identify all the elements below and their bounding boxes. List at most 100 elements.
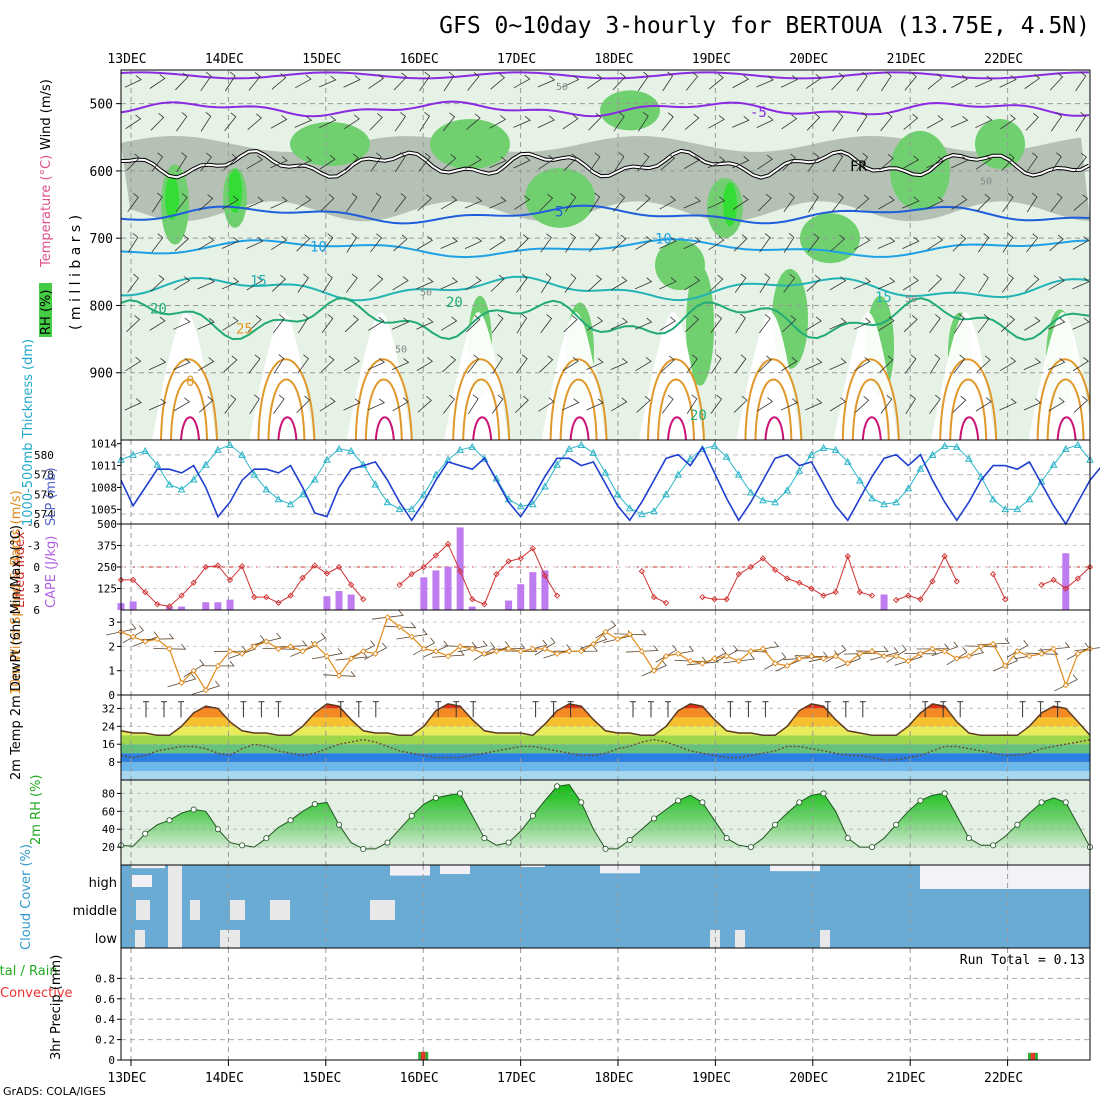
li-point <box>178 592 185 599</box>
thickness-point <box>468 442 477 450</box>
wind-speed-point <box>553 650 561 657</box>
thickness-point <box>710 441 719 449</box>
li-point <box>747 563 754 571</box>
contour-label: 50 <box>905 294 917 305</box>
wind-barb <box>782 315 797 333</box>
li-point <box>481 601 488 608</box>
wind-barb <box>610 317 628 330</box>
li-point <box>517 555 524 562</box>
wind-barb <box>975 115 993 129</box>
wind-barb <box>783 233 795 253</box>
wind-barb <box>396 629 428 640</box>
wind-speed-point <box>626 631 633 638</box>
wind-speed-point <box>517 648 524 655</box>
wind-barb <box>1073 194 1089 211</box>
li-point <box>989 571 997 578</box>
thickness-point <box>371 480 380 488</box>
wind-barb <box>491 314 504 334</box>
wind-barb <box>270 196 288 209</box>
wind-barb <box>200 152 212 172</box>
cape-bar <box>178 606 186 610</box>
date-axis-bottom: 13DEC 14DEC 15DEC 16DEC 17DEC 18DEC 19DEC 20DEC… <box>107 1060 1023 1086</box>
thickness-point <box>153 460 162 468</box>
thickness-point <box>747 488 755 496</box>
footer-credit: GrADS: COLA/IGES <box>3 1085 106 1098</box>
date-tick-bottom: 18DEC <box>594 1071 633 1086</box>
wind-barb <box>1026 192 1038 213</box>
li-point <box>1062 585 1069 592</box>
wind-barb <box>655 644 678 663</box>
wind-speed-point <box>493 648 500 655</box>
wind-barb <box>638 111 649 132</box>
wind-barb <box>247 315 262 333</box>
wind-barb <box>877 237 896 249</box>
wind-barb <box>466 315 481 333</box>
rh-point <box>941 790 948 797</box>
wind-barb <box>735 313 746 334</box>
thickness-point <box>238 450 246 458</box>
wind-barb <box>198 194 214 211</box>
li-point <box>1086 563 1094 571</box>
wind-barb <box>466 113 481 130</box>
wind-barb <box>367 398 386 411</box>
thickness-point <box>831 445 840 453</box>
wind-barb <box>782 153 796 171</box>
temp-band <box>121 735 1090 745</box>
rh-moist-patch <box>975 119 1025 169</box>
thickness-point <box>286 500 295 508</box>
rh-color-key <box>39 283 52 337</box>
li-point <box>287 592 294 599</box>
wind-barb <box>465 155 482 169</box>
wind-speed-point <box>759 645 767 652</box>
thickness-point <box>541 482 549 490</box>
rh-tick-label: 20 <box>102 841 115 854</box>
cloud-low-gap <box>135 930 145 948</box>
wind-barb <box>780 398 799 411</box>
wind-barb <box>902 276 919 291</box>
rh-point <box>360 845 367 852</box>
cloud-tick-label: high <box>89 876 117 891</box>
wind-barb <box>367 357 385 371</box>
wind-speed-point <box>929 645 936 652</box>
wind-tick-label: 3 <box>108 616 115 629</box>
thickness-point <box>650 507 658 515</box>
wind-barb <box>637 71 649 92</box>
rh-tick-label: 40 <box>102 823 115 836</box>
wind-speed-point <box>226 648 234 655</box>
cape-tick-label: 125 <box>97 583 117 596</box>
wind-barb <box>150 113 165 131</box>
wind-barb <box>416 277 434 290</box>
wind-barb <box>660 355 675 373</box>
wind-barb <box>976 193 991 212</box>
wind-barb <box>248 72 261 91</box>
wind-barb <box>757 154 773 170</box>
thickness-point <box>456 445 464 453</box>
li-point <box>796 579 803 586</box>
thickness-point <box>262 485 271 493</box>
rh-point <box>239 842 246 849</box>
wind-barb <box>224 112 237 132</box>
wind-speed-point <box>941 648 948 655</box>
y-tick-label: 600 <box>90 165 113 180</box>
wind-tick-label: 1 <box>108 665 115 678</box>
dewpoint-line <box>120 738 1091 761</box>
thickness-point <box>553 460 561 468</box>
contour-20 <box>121 297 1090 341</box>
wind-barb <box>562 356 579 372</box>
thickness-point <box>771 498 779 506</box>
contour-25-arc <box>841 358 900 440</box>
cape-bar <box>420 577 428 610</box>
wind-barb <box>271 73 287 90</box>
thickness-point <box>613 490 622 498</box>
wind-barb <box>685 315 700 333</box>
rh-tick-label: 80 <box>102 787 115 800</box>
cloud-tick-label: low <box>95 932 118 947</box>
wind-speed-point <box>348 655 355 662</box>
cloud-clear-column <box>168 865 182 948</box>
date-tick-bottom: 16DEC <box>400 1071 439 1086</box>
wind-speed-point <box>129 633 137 640</box>
wind-barb <box>1049 234 1064 252</box>
rh-point <box>990 842 997 849</box>
rh-point <box>723 835 730 842</box>
rh-point <box>578 799 585 806</box>
